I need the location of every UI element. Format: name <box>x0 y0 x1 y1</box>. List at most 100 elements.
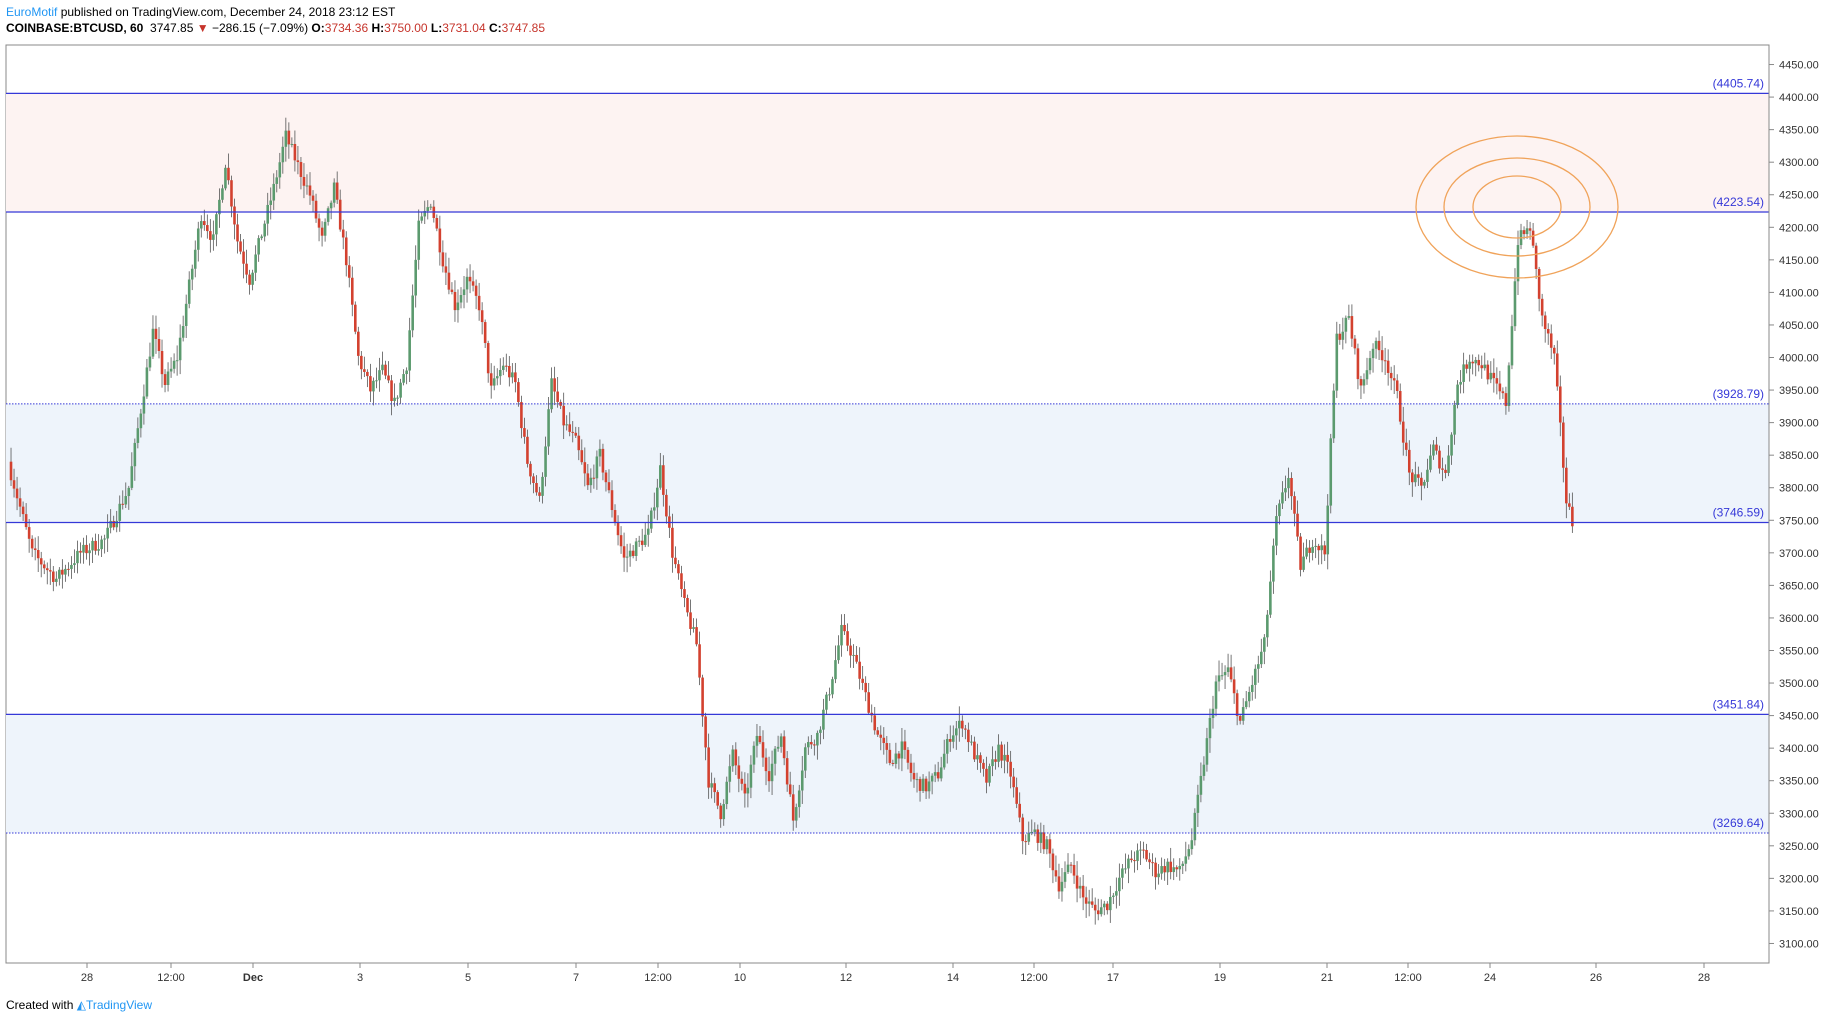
candle-down <box>480 310 484 323</box>
candle-down <box>1562 422 1565 468</box>
candle-up <box>109 520 112 528</box>
candle-up <box>722 804 726 820</box>
candle-down <box>1377 340 1381 351</box>
candle-down <box>209 231 212 240</box>
candle-down <box>1546 329 1550 334</box>
target-circle-0[interactable] <box>1472 175 1562 239</box>
candle-down <box>1552 347 1556 354</box>
candle-down <box>631 550 635 556</box>
candle-down <box>48 570 52 572</box>
candle-down <box>24 514 28 528</box>
candle-down <box>354 304 357 332</box>
candle-up <box>852 654 855 656</box>
candle-down <box>873 715 877 731</box>
candle-up <box>251 272 254 285</box>
candle-up <box>1172 867 1176 873</box>
candle-down <box>761 742 765 758</box>
author-link[interactable]: EuroMotif <box>6 5 58 19</box>
candle-up <box>275 177 279 184</box>
candle-down <box>686 597 689 613</box>
candle-down <box>909 762 913 773</box>
price-change: −286.15 (−7.09%) <box>212 21 309 35</box>
candle-up <box>1365 370 1369 380</box>
candle-up <box>1193 812 1197 841</box>
change-down-icon: ▼ <box>196 21 209 35</box>
candle-up <box>1127 858 1130 869</box>
candle-down <box>236 224 239 242</box>
candle-up <box>692 627 695 629</box>
candle-up <box>1256 664 1260 669</box>
candle-down <box>1090 901 1094 905</box>
candle-up <box>284 130 288 147</box>
tradingview-logo-icon[interactable]: ◭ <box>76 998 86 1012</box>
candle-up <box>130 466 134 488</box>
candle-down <box>94 540 97 551</box>
candle-up <box>652 507 656 511</box>
candle-down <box>758 735 762 743</box>
candle-down <box>384 364 387 376</box>
candle-up <box>1220 675 1224 677</box>
candle-up <box>193 249 197 269</box>
candle-down <box>622 546 626 558</box>
candle-up <box>1284 488 1287 493</box>
candle-up <box>1426 469 1429 482</box>
candle-down <box>33 548 37 551</box>
candle-up <box>834 660 837 680</box>
candle-down <box>740 778 744 784</box>
candle-up <box>728 766 732 782</box>
publish-line: EuroMotif published on TradingView.com, … <box>6 4 545 20</box>
candle-up <box>945 739 949 754</box>
candle-down <box>1229 667 1233 680</box>
candle-up <box>1039 832 1043 843</box>
candle-down <box>867 692 870 713</box>
candle-up <box>659 465 662 488</box>
candle-up <box>1278 503 1281 517</box>
candle-down <box>577 435 581 451</box>
candle-up <box>797 790 801 808</box>
time-axis[interactable]: 28 12:00 Dec 3 5 7 12:00 10 12 14 12:00 17 19 21 12:00… <box>81 963 1710 984</box>
candle-up <box>1190 840 1194 850</box>
candle-up <box>1136 850 1139 862</box>
candle-down <box>1299 536 1302 570</box>
candle-up <box>169 368 173 372</box>
candle-up <box>894 753 898 764</box>
level-label-1: (4223.54) <box>1713 195 1764 209</box>
candle-down <box>1531 230 1535 246</box>
candle-up <box>1507 365 1511 407</box>
candle-down <box>864 682 867 693</box>
target-circle-2[interactable] <box>1415 135 1619 279</box>
candle-down <box>532 476 535 483</box>
y-tick-label: 4250.00 <box>1779 190 1819 202</box>
candle-down <box>338 199 342 230</box>
candle-up <box>187 279 191 304</box>
tradingview-brand[interactable]: TradingView <box>85 998 152 1012</box>
level-label-4: (3451.84) <box>1713 697 1764 711</box>
candle-up <box>547 409 550 447</box>
candle-up <box>184 303 188 327</box>
candle-up <box>951 735 955 742</box>
candle-down <box>517 382 520 403</box>
candle-down <box>719 805 723 820</box>
candle-down <box>299 162 303 177</box>
candle-up <box>541 476 544 496</box>
candle-up <box>495 376 499 379</box>
price-axis[interactable]: 4450.00 4400.00 4350.00 4300.00 4250.00 4200.… <box>1769 60 1819 951</box>
candle-down <box>879 734 883 738</box>
target-circle-1[interactable] <box>1443 157 1591 257</box>
y-tick-label: 3700.00 <box>1779 548 1819 560</box>
candle-down <box>556 391 559 402</box>
high-label: H: <box>371 21 385 35</box>
candle-down <box>1018 803 1021 818</box>
candle-up <box>828 694 831 696</box>
candle-down <box>553 378 556 392</box>
candle-down <box>1317 545 1320 551</box>
candle-down <box>447 272 451 290</box>
candle-up <box>1030 831 1034 834</box>
candle-down <box>640 540 644 545</box>
candle-up <box>1423 481 1426 486</box>
candle-down <box>1441 468 1444 470</box>
candle-up <box>637 540 641 542</box>
y-tick-label: 3900.00 <box>1779 418 1819 430</box>
candle-up <box>124 496 128 505</box>
